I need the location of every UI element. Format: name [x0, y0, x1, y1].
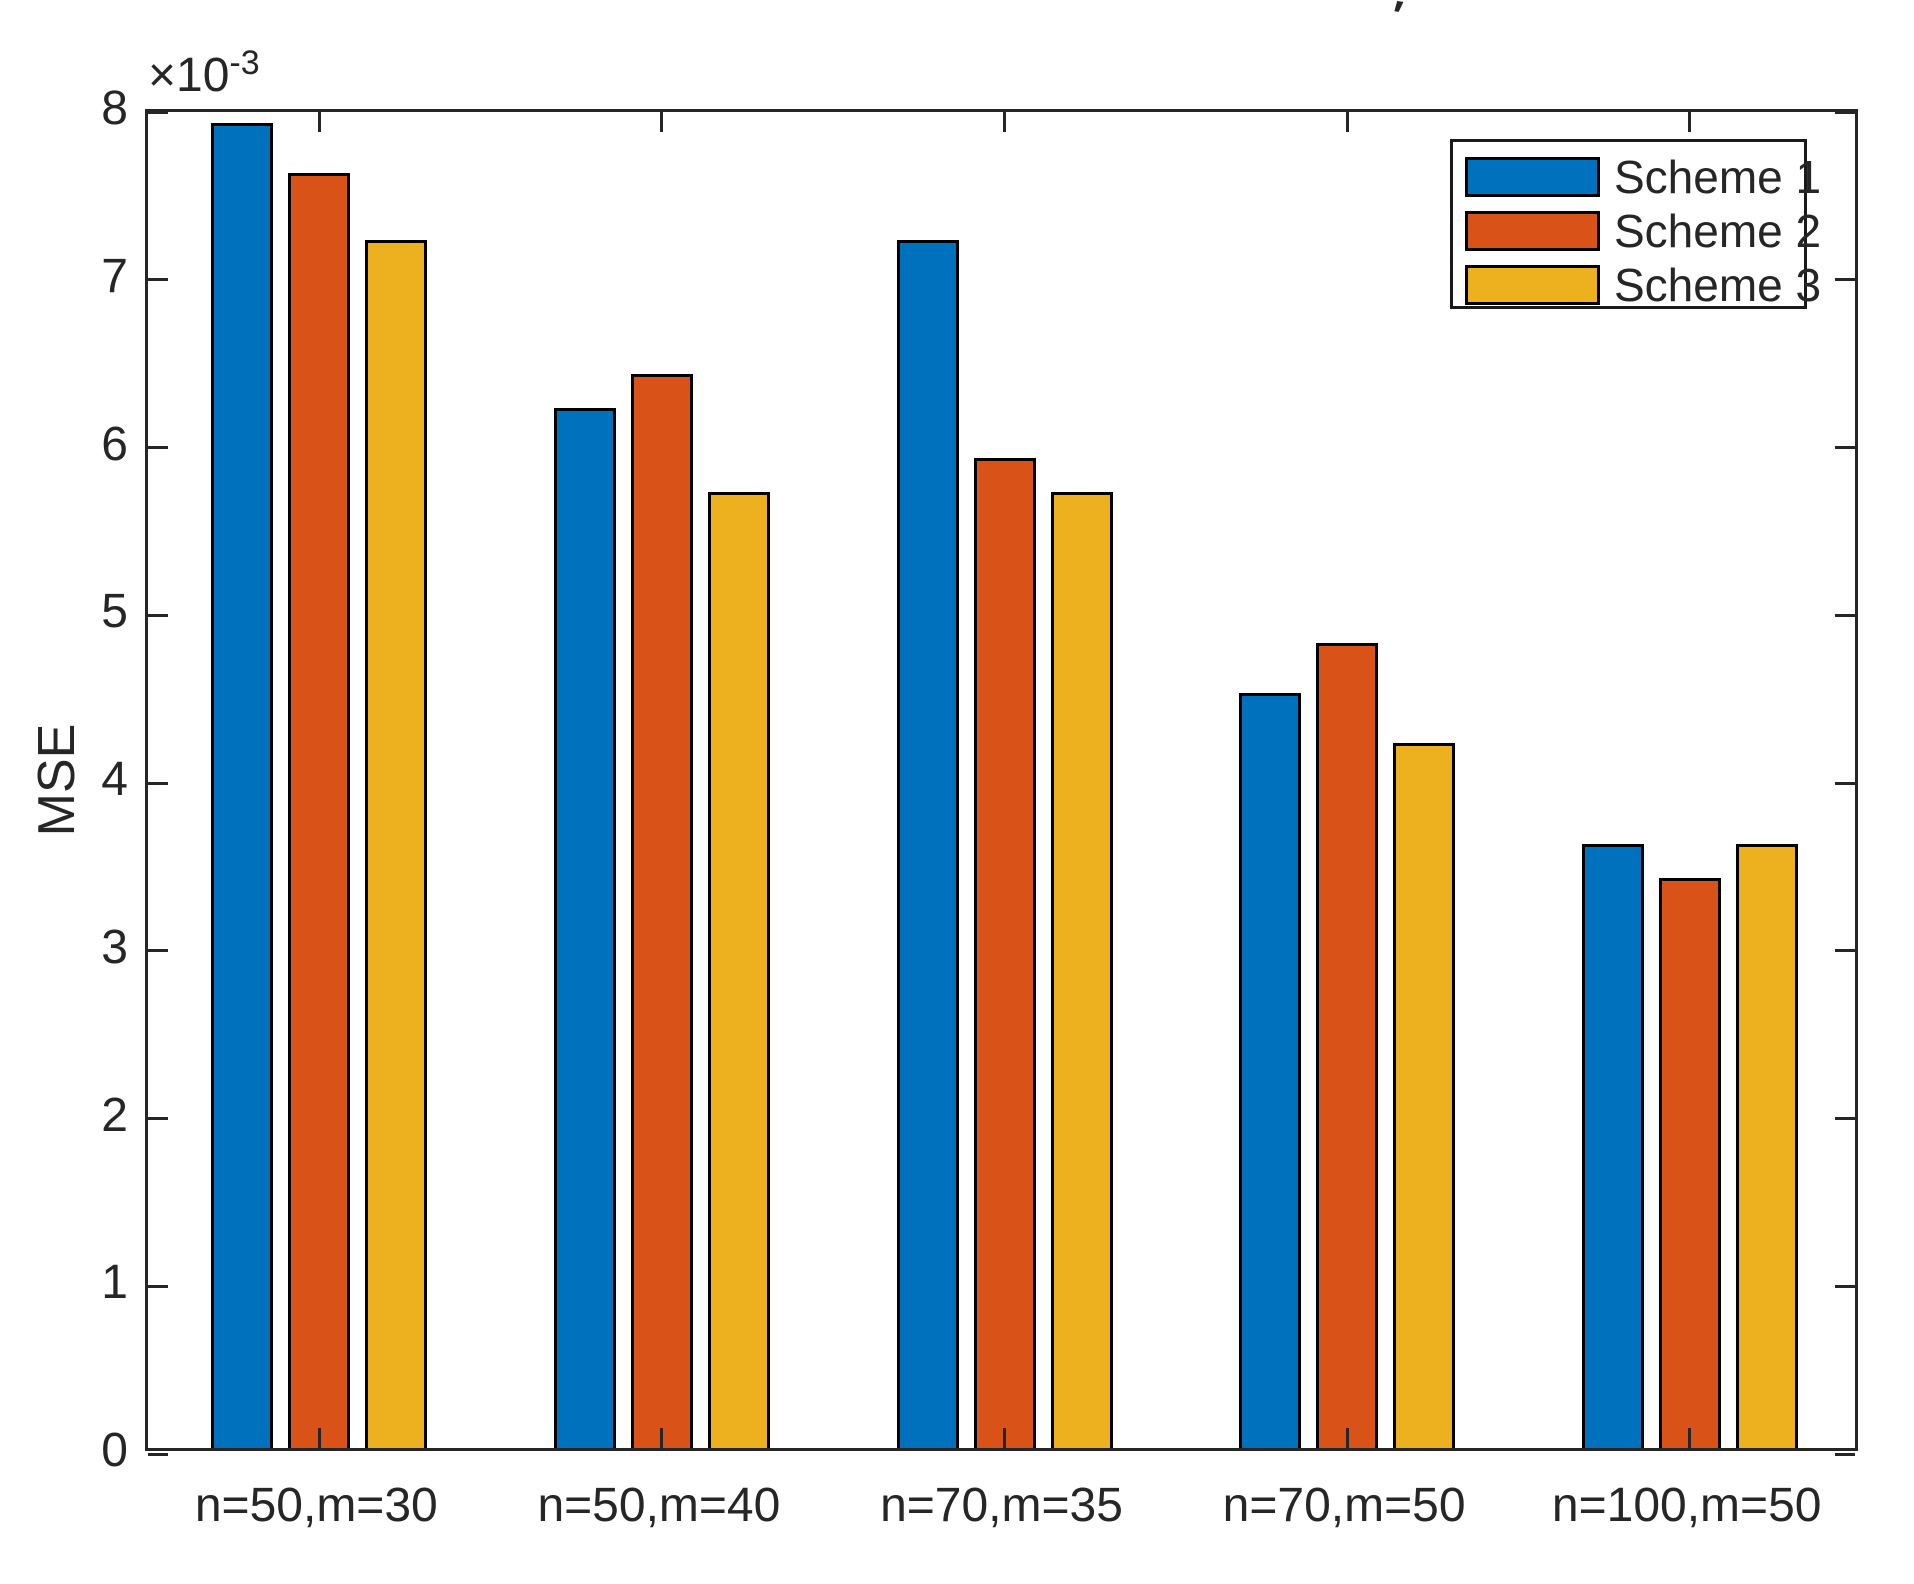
y-tick-left-8	[148, 110, 168, 114]
bar-scheme-1-group-1	[211, 122, 274, 1448]
y-exponent-power: -3	[229, 44, 260, 82]
bar-scheme-2-group-4	[1316, 642, 1379, 1448]
x-tick-label-4: n=70,m=50	[1222, 1479, 1466, 1532]
legend-swatch-scheme-3	[1465, 265, 1600, 305]
y-tick-label-4: 4	[101, 753, 128, 806]
x-tick-label-3: n=70,m=35	[880, 1479, 1123, 1532]
legend-swatch-scheme-1	[1465, 157, 1600, 197]
y-tick-left-3	[148, 949, 168, 953]
y-tick-right-7	[1835, 278, 1855, 282]
bar-scheme-3-group-3	[1050, 491, 1113, 1448]
y-tick-right-1	[1835, 1284, 1855, 1288]
y-tick-left-2	[148, 1117, 168, 1120]
y-tick-label-2: 2	[101, 1088, 128, 1142]
bar-scheme-3-group-4	[1393, 743, 1456, 1448]
y-tick-right-4	[1835, 781, 1855, 785]
x-tick-label-1: n=50,m=30	[194, 1479, 438, 1532]
y-tick-left-6	[148, 446, 168, 449]
y-tick-label-0: 0	[101, 1424, 128, 1477]
plot-area	[145, 109, 1858, 1456]
legend-row-scheme-2: Scheme 2	[1465, 204, 1821, 258]
y-tick-label-6: 6	[101, 417, 128, 471]
bar-scheme-1-group-5	[1581, 844, 1644, 1448]
y-tick-right-6	[1835, 446, 1855, 449]
x-tick-bottom-1	[317, 1428, 321, 1448]
y-tick-label-1: 1	[101, 1256, 128, 1310]
bar-scheme-3-group-1	[365, 240, 428, 1448]
bar-scheme-1-group-3	[896, 240, 959, 1448]
y-axis-exponent-label: ×10-3	[148, 46, 260, 103]
bar-scheme-3-group-2	[707, 491, 770, 1448]
bar-scheme-2-group-2	[630, 374, 693, 1448]
x-tick-label-2: n=50,m=40	[537, 1479, 781, 1532]
x-tick-top-2	[660, 112, 664, 132]
x-tick-top-1	[317, 112, 321, 132]
x-tick-top-4	[1345, 112, 1349, 132]
y-tick-left-5	[148, 613, 168, 617]
bar-scheme-1-group-4	[1239, 693, 1302, 1448]
x-tick-bottom-2	[660, 1428, 664, 1448]
y-tick-label-7: 7	[101, 249, 128, 303]
y-tick-left-7	[148, 278, 168, 282]
y-tick-left-1	[148, 1284, 168, 1288]
bar-scheme-2-group-3	[973, 458, 1036, 1448]
legend-label-scheme-2: Scheme 2	[1614, 205, 1822, 257]
y-tick-left-4	[148, 781, 168, 785]
legend-swatch-scheme-2	[1465, 211, 1600, 251]
y-tick-label-8: 8	[101, 82, 128, 135]
y-tick-right-3	[1835, 949, 1855, 953]
y-tick-label-5: 5	[101, 585, 128, 639]
x-tick-top-3	[1003, 112, 1006, 132]
bar-scheme-2-group-1	[288, 173, 351, 1448]
x-tick-bottom-5	[1688, 1428, 1692, 1448]
y-tick-right-2	[1835, 1117, 1855, 1120]
y-exponent-base: ×10	[148, 49, 230, 102]
legend-row-scheme-3: Scheme 3	[1465, 258, 1821, 312]
y-tick-left-0	[148, 1452, 168, 1456]
y-tick-right-5	[1835, 613, 1855, 617]
legend: Scheme 1 Scheme 2 Scheme 3	[1450, 139, 1821, 312]
y-tick-right-8	[1835, 110, 1855, 114]
y-tick-right-0	[1835, 1452, 1855, 1456]
x-tick-top-5	[1688, 112, 1692, 132]
legend-label-scheme-1: Scheme 1	[1614, 151, 1822, 203]
x-tick-bottom-4	[1345, 1428, 1349, 1448]
bar-scheme-1-group-2	[553, 407, 616, 1448]
stray-quote-mark: ′	[1388, 0, 1406, 40]
bar-scheme-3-group-5	[1735, 844, 1798, 1448]
x-tick-label-5: n=100,m=50	[1551, 1479, 1822, 1532]
legend-label-scheme-3: Scheme 3	[1614, 259, 1822, 311]
bar-scheme-2-group-5	[1658, 877, 1721, 1448]
y-tick-label-3: 3	[101, 920, 128, 974]
legend-row-scheme-1: Scheme 1	[1465, 150, 1821, 204]
x-tick-bottom-3	[1003, 1428, 1006, 1448]
